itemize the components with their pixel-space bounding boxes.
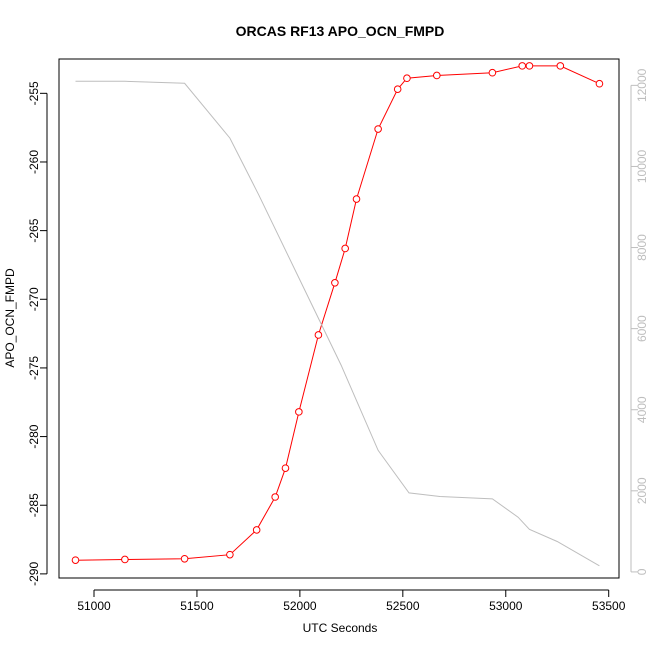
series-1-point [180, 554, 189, 563]
series-1-point [341, 244, 349, 253]
y-tick-label: -270 [27, 287, 41, 311]
x-tick-label: 51000 [77, 599, 111, 613]
series-1-point [403, 74, 411, 83]
series-1-point [331, 279, 339, 287]
chart-title: ORCAS RF13 APO_OCN_FMPD [236, 23, 445, 39]
series-1-point [556, 62, 565, 70]
y-tick-label: -260 [27, 150, 41, 174]
series-1-point [281, 464, 290, 472]
y-tick-label: -265 [27, 218, 41, 242]
series-1-point [271, 493, 279, 501]
series-1-point [314, 331, 323, 339]
x-tick-label: 52500 [386, 599, 420, 613]
series-1-point [518, 62, 527, 70]
y2-tick-label: 12000 [635, 68, 649, 102]
series-1-point [121, 555, 129, 564]
series-1-line [75, 65, 600, 561]
x-tick-label: 51500 [180, 599, 214, 613]
series-1-point [71, 556, 80, 564]
series-1-point [432, 71, 441, 80]
series-1-point [488, 68, 497, 77]
y-tick-label: -275 [27, 356, 41, 380]
plot-box [58, 58, 620, 579]
series-1-point [352, 195, 361, 203]
series-2-line [75, 80, 600, 567]
series-1-point [226, 550, 234, 559]
y2-tick-label: 6000 [635, 315, 649, 342]
y-axis: -290 -285 -280 -275 -270 -265 -260 -255 [27, 81, 48, 586]
y-axis-label: APO_OCN_FMPD [3, 268, 17, 368]
series-layer [71, 62, 604, 567]
x-tick-label: 53000 [489, 599, 523, 613]
y2-tick-label: 0 [635, 568, 649, 575]
series-1-point [374, 125, 382, 133]
series-1-point [252, 526, 261, 534]
y-tick-label: -255 [27, 81, 41, 105]
series-1-point [525, 62, 534, 70]
x-axis-label: UTC Seconds [303, 621, 378, 635]
x-tick-label: 52000 [283, 599, 317, 613]
y2-tick-label: 10000 [635, 149, 649, 183]
series-1-point [295, 408, 303, 416]
x-axis: 51000 51500 52000 52500 53000 53500 [77, 589, 626, 613]
series-1-point [393, 85, 402, 94]
y2-tick-label: 2000 [635, 477, 649, 504]
y2-tick-label: 4000 [635, 396, 649, 423]
y-tick-label: -280 [27, 424, 41, 448]
series-1-point [595, 79, 604, 88]
y2-tick-label: 8000 [635, 234, 649, 261]
y-tick-label: -285 [27, 493, 41, 517]
y-tick-label: -290 [27, 562, 41, 586]
x-tick-label: 53500 [592, 599, 626, 613]
secondary-y-axis: 0 2000 4000 6000 8000 10000 12000 [630, 68, 649, 575]
